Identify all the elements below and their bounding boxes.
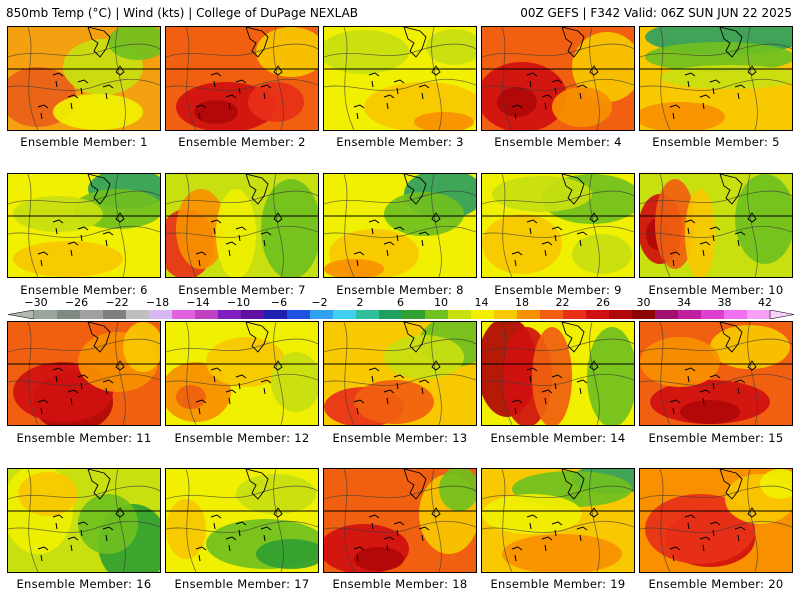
ensemble-member-map [639,468,793,573]
colorbar-swatch [494,310,518,319]
ensemble-member-map [323,173,477,278]
colorbar-tick: 42 [758,296,772,309]
ensemble-member-label: Ensemble Member: 2 [178,135,306,149]
colorbar-tick: −2 [311,296,328,309]
colorbar-swatch [333,310,357,319]
ensemble-member-label: Ensemble Member: 1 [20,135,148,149]
colorbar-swatch [379,310,403,319]
colorbar-swatch [356,310,380,319]
ensemble-member-map [323,321,477,426]
ensemble-member-label: Ensemble Member: 7 [178,283,306,297]
colorbar-tick: 2 [356,296,364,309]
ensemble-member-map [7,468,161,573]
colorbar-tick: 34 [677,296,691,309]
colorbar-tick: −22 [105,296,129,309]
colorbar-swatch [310,310,334,319]
ensemble-member-label: Ensemble Member: 10 [648,283,784,297]
ensemble-member-map [639,321,793,426]
colorbar-swatch [517,310,541,319]
colorbar-swatch [563,310,587,319]
ensemble-member-label: Ensemble Member: 4 [494,135,622,149]
ensemble-member-map [639,173,793,278]
ensemble-member-map [165,26,319,131]
colorbar-tick: 18 [515,296,529,309]
colorbar-tick: 14 [474,296,489,309]
ensemble-member-map [165,173,319,278]
ensemble-member-map [481,468,635,573]
ensemble-member-map [323,26,477,131]
colorbar-swatch [655,310,679,319]
colorbar-swatch [57,310,81,319]
colorbar-swatch [678,310,702,319]
colorbar-tick: −10 [226,296,251,309]
colorbar-swatch [241,310,265,319]
colorbar-swatch [218,310,242,319]
colorbar-tick: 30 [636,296,651,309]
ensemble-member-label: Ensemble Member: 5 [652,135,780,149]
colorbar-swatch [609,310,633,319]
colorbar-swatch [701,310,725,319]
ensemble-member-label: Ensemble Member: 19 [490,577,626,591]
ensemble-member-label: Ensemble Member: 15 [648,431,784,445]
colorbar-tick: −14 [186,296,210,309]
ensemble-member-map [7,173,161,278]
colorbar-swatch [448,310,472,319]
ensemble-member-label: Ensemble Member: 8 [336,283,464,297]
ensemble-member-map [481,173,635,278]
run-valid-time: 00Z GEFS | F342 Valid: 06Z SUN JUN 22 20… [520,6,792,20]
colorbar-swatch [471,310,495,319]
colorbar-swatch [126,310,150,319]
ensemble-member-label: Ensemble Member: 18 [332,577,468,591]
ensemble-member-label: Ensemble Member: 9 [494,283,622,297]
ensemble-member-label: Ensemble Member: 12 [174,431,310,445]
ensemble-member-map [481,321,635,426]
ensemble-member-label: Ensemble Member: 13 [332,431,468,445]
colorbar-tick: 10 [434,296,448,309]
colorbar-swatch [172,310,196,319]
colorbar-swatch [747,310,771,319]
colorbar-swatch [103,310,127,319]
colorbar-swatch [724,310,748,319]
ensemble-member-map [481,26,635,131]
colorbar-tick: 22 [555,296,570,309]
colorbar-tick: 6 [397,296,404,309]
colorbar-swatch [34,310,58,319]
ensemble-member-map [165,468,319,573]
ensemble-member-map [7,26,161,131]
temperature-colorbar [8,310,794,319]
colorbar-tick: −6 [270,296,288,309]
colorbar-tick: −30 [24,296,48,309]
ensemble-member-label: Ensemble Member: 11 [16,431,152,445]
colorbar-tick: 26 [596,296,610,309]
ensemble-member-label: Ensemble Member: 3 [336,135,464,149]
colorbar-swatch [586,310,610,319]
colorbar-swatch [149,310,173,319]
ensemble-member-map [639,26,793,131]
ensemble-member-label: Ensemble Member: 14 [490,431,626,445]
ensemble-member-map [323,468,477,573]
ensemble-member-label: Ensemble Member: 20 [648,577,784,591]
colorbar-swatch [540,310,564,319]
colorbar-tick-labels: −30 −26 −22 −18 −14 −10 −6 −2 2 6 10 14 18 22 26 30 34 38… [0,296,800,310]
colorbar-swatch [402,310,426,319]
ensemble-member-label: Ensemble Member: 6 [20,283,148,297]
colorbar-swatch [195,310,219,319]
ensemble-member-label: Ensemble Member: 17 [174,577,310,591]
ensemble-member-map [7,321,161,426]
ensemble-member-label: Ensemble Member: 16 [16,577,152,591]
colorbar-tick: −26 [64,296,89,309]
map-title: 850mb Temp (°C) | Wind (kts) | College o… [6,6,359,20]
colorbar-swatch [287,310,311,319]
colorbar-tick: −18 [145,296,170,309]
ensemble-member-map [165,321,319,426]
colorbar-swatch [264,310,288,319]
colorbar-swatch [425,310,449,319]
colorbar-tick: 38 [717,296,732,309]
colorbar-swatch [632,310,656,319]
colorbar-swatch [80,310,104,319]
